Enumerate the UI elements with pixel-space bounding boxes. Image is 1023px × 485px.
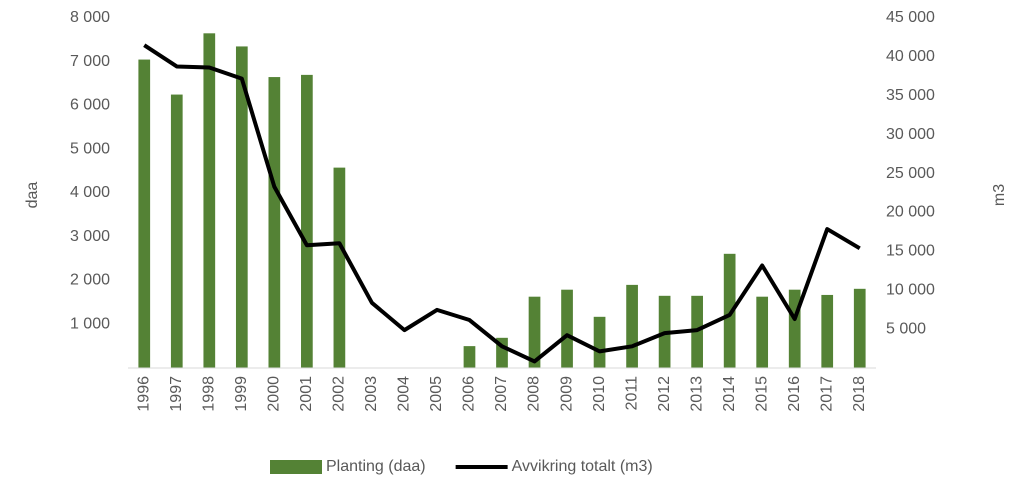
- y-axis-label: daa: [24, 182, 41, 209]
- x-tick-label: 1997: [168, 376, 185, 412]
- y2-tick-label: 20 000: [886, 204, 935, 221]
- bar: [853, 288, 866, 368]
- x-tick-label: 2013: [688, 376, 705, 412]
- line: [143, 43, 861, 364]
- x-tick-label: 2002: [331, 376, 348, 412]
- y-tick-label: 3 000: [70, 228, 110, 245]
- y-tick-label: 4 000: [70, 184, 110, 201]
- bar: [561, 289, 573, 368]
- y-tick-label: 7 000: [70, 53, 110, 70]
- x-tick-label: 2017: [818, 376, 835, 412]
- bar: [235, 46, 248, 368]
- bar: [170, 94, 183, 368]
- bar: [528, 296, 541, 368]
- bar: [593, 316, 606, 368]
- y-tick-label: 1 000: [70, 315, 110, 332]
- y-tick-label: 5 000: [70, 140, 110, 157]
- y2-tick-label: 30 000: [886, 126, 935, 143]
- bar: [301, 74, 313, 368]
- x-tick-label: 2010: [591, 376, 608, 412]
- bar: [821, 294, 834, 368]
- x-tick-label: 2004: [396, 376, 413, 412]
- x-tick-label: 2018: [851, 376, 868, 412]
- y2-tick-label: 45 000: [886, 9, 935, 26]
- x-tick-label: 2009: [558, 376, 575, 412]
- y-tick-label: 6 000: [70, 97, 110, 114]
- legend-label: Planting (daa): [326, 458, 426, 475]
- x-tick-label: 2011: [623, 376, 640, 411]
- y2-tick-label: 35 000: [886, 87, 935, 104]
- x-tick-label: 2007: [493, 376, 510, 412]
- x-tick-label: 2016: [786, 376, 803, 412]
- bar: [723, 253, 736, 368]
- x-tick-label: 2015: [753, 376, 770, 412]
- y2-tick-label: 10 000: [886, 281, 935, 298]
- y2-tick-label: 15 000: [886, 243, 935, 260]
- x-tick-label: 2005: [428, 376, 445, 412]
- x-tick-label: 2012: [656, 376, 673, 412]
- legend-swatch: [270, 460, 322, 474]
- x-tick-label: 2000: [266, 376, 283, 412]
- y2-tick-label: 5 000: [886, 320, 926, 337]
- x-tick-label: 2006: [461, 376, 478, 412]
- x-tick-label: 2014: [721, 376, 738, 412]
- x-tick-label: 2008: [526, 376, 543, 412]
- bar: [203, 33, 216, 368]
- x-tick-label: 2001: [298, 376, 315, 412]
- x-tick-label: 1998: [201, 376, 218, 412]
- bar: [626, 284, 638, 368]
- bar: [788, 289, 801, 368]
- y2-axis-label: m3: [991, 184, 1008, 206]
- x-tick-label: 1996: [135, 376, 152, 412]
- bar: [756, 296, 769, 368]
- x-tick-label: 2003: [363, 376, 380, 412]
- bar: [333, 167, 346, 368]
- bar: [463, 346, 476, 368]
- y2-tick-label: 25 000: [886, 165, 935, 182]
- bar: [496, 337, 508, 368]
- legend-label: Avvikring totalt (m3): [512, 458, 653, 475]
- y-tick-label: 8 000: [70, 9, 110, 26]
- y-tick-label: 2 000: [70, 272, 110, 289]
- bar: [138, 59, 151, 368]
- x-tick-label: 1999: [233, 376, 250, 412]
- y2-tick-label: 40 000: [886, 48, 935, 65]
- bar: [268, 77, 281, 368]
